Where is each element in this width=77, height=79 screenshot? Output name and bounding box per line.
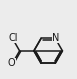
Text: N: N [52, 33, 59, 43]
Text: Cl: Cl [9, 33, 18, 43]
Text: O: O [8, 58, 16, 68]
